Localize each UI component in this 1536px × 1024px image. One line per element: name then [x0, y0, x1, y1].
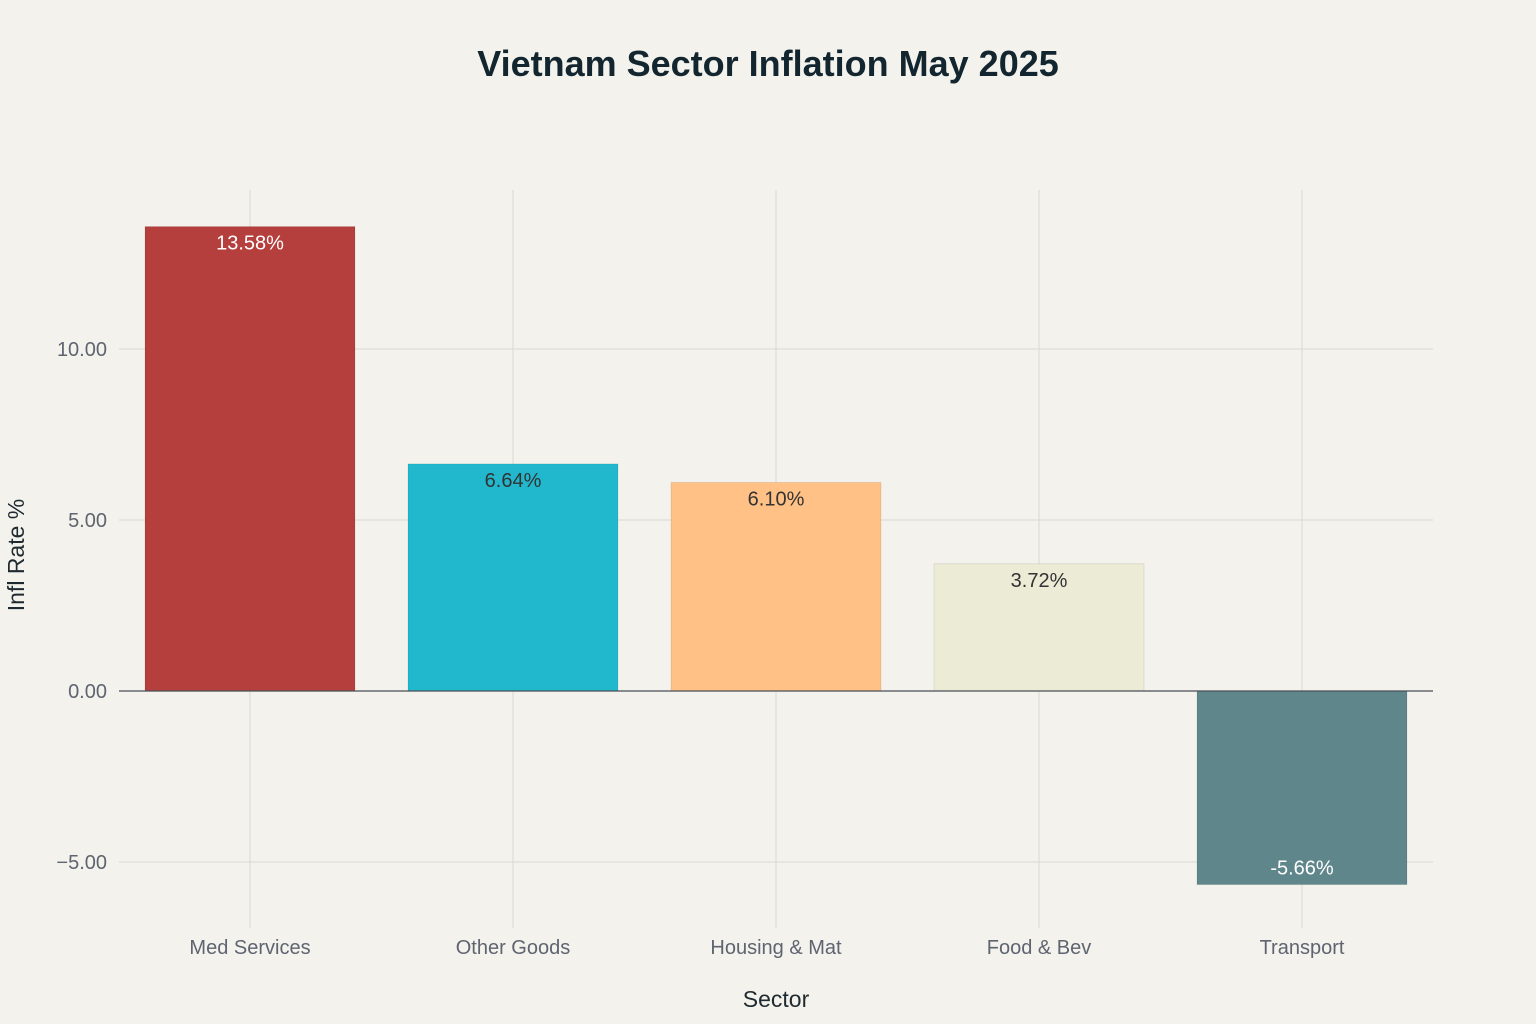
y-tick-label: 10.00 — [57, 339, 107, 361]
y-tick-label: 5.00 — [68, 510, 107, 532]
x-tick-label: Food & Bev — [987, 937, 1092, 959]
x-axis-ticks: Med Services Other Goods Housing & Mat Food… — [189, 937, 1344, 959]
x-axis-label: Sector — [743, 986, 810, 1012]
bar — [670, 481, 882, 692]
chart-title: Vietnam Sector Inflation May 2025 — [477, 43, 1059, 84]
y-tick-label: 0.00 — [68, 681, 107, 703]
x-tick-label: Med Services — [189, 937, 310, 959]
bar-data-label: -5.66% — [1270, 858, 1334, 880]
bar-data-label: 13.58% — [216, 233, 284, 255]
x-tick-label: Other Goods — [456, 937, 571, 959]
bar — [933, 563, 1145, 692]
bar — [407, 463, 619, 692]
bars — [144, 226, 1408, 886]
x-tick-label: Transport — [1260, 937, 1345, 959]
y-axis-ticks: −5.00 0.00 5.00 10.00 — [56, 339, 107, 874]
bar — [1196, 690, 1408, 886]
y-axis-label: Infl Rate % — [3, 499, 29, 612]
bar-data-label: 3.72% — [1011, 570, 1068, 592]
bar — [144, 226, 356, 692]
bar-data-label: 6.64% — [485, 470, 542, 492]
bar-data-labels: 13.58% 6.64% 6.10% 3.72% -5.66% — [216, 233, 1334, 880]
bar-data-label: 6.10% — [748, 488, 805, 510]
x-tick-label: Housing & Mat — [710, 937, 842, 959]
y-tick-label: −5.00 — [56, 852, 107, 874]
